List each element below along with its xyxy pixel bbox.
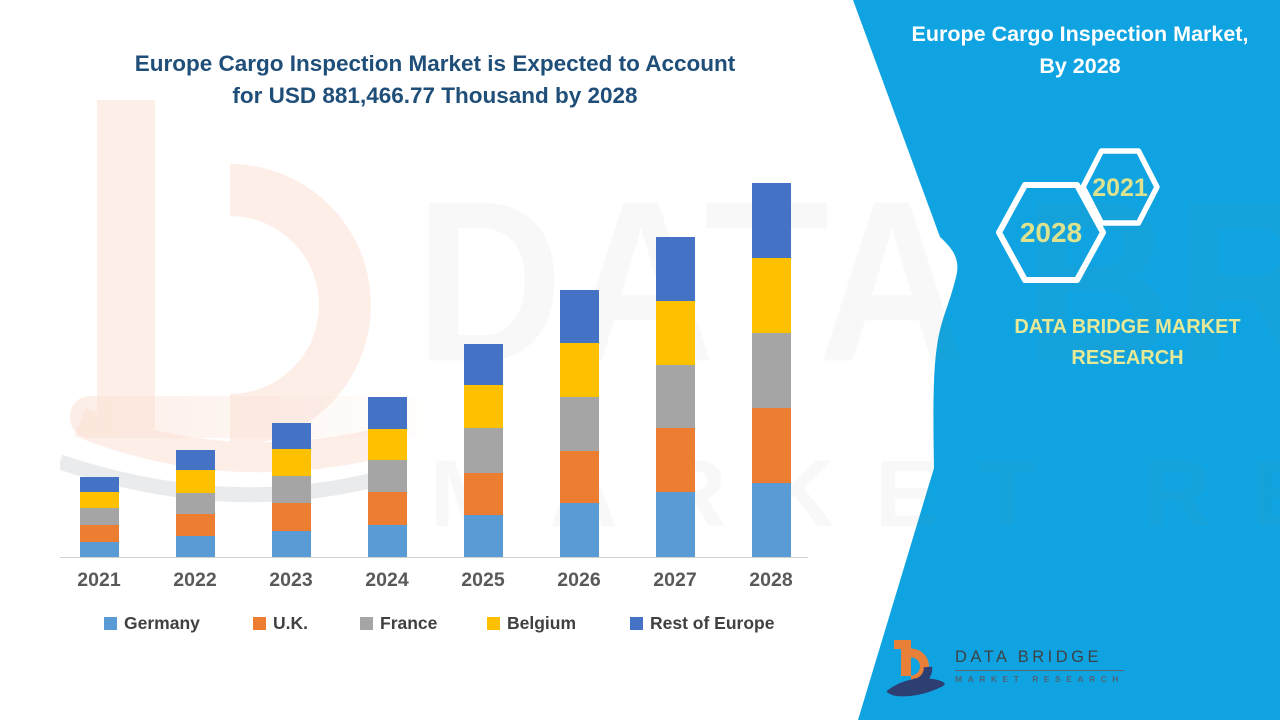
bar-segment-2023-belgium [271, 449, 311, 476]
bar-segment-2026-belgium [559, 343, 599, 397]
year-hexagons: 2021 2028 [996, 148, 1160, 283]
bar-segment-2026-france [559, 397, 599, 451]
x-axis-label-2027: 2027 [653, 569, 697, 591]
bar-segment-2021-germany [79, 542, 119, 557]
panel-brand-text: DATA BRIDGE MARKET RESEARCH [985, 312, 1270, 374]
bar-segment-2027-rest-of-europe [655, 237, 695, 302]
bar-segment-2022-u-k- [175, 514, 215, 536]
bar-segment-2021-u-k- [79, 525, 119, 542]
legend-swatch-icon [487, 617, 500, 630]
chart-title-line2: for USD 881,466.77 Thousand by 2028 [232, 83, 638, 108]
legend-item-germany: Germany [104, 613, 200, 634]
bar-segment-2027-germany [655, 492, 695, 557]
bar-segment-2023-france [271, 476, 311, 503]
bar-2026 [559, 290, 599, 557]
company-logo: DATA BRIDGE MARKET RESEARCH [886, 637, 1124, 705]
bar-2021 [79, 477, 119, 557]
bar-2027 [655, 237, 695, 557]
x-axis-labels: 2021 2022 2023 2024 2025 2026 2027 2028 [60, 569, 820, 595]
legend-label: U.K. [273, 613, 308, 633]
bar-2025 [463, 344, 503, 557]
panel-brand-line2: RESEARCH [1071, 347, 1184, 369]
bar-2023 [271, 422, 311, 557]
bar-segment-2028-belgium [751, 257, 791, 333]
company-logo-icon [886, 640, 945, 697]
bar-segment-2024-belgium [367, 429, 407, 460]
panel-title: Europe Cargo Inspection Market, By 2028 [885, 18, 1275, 82]
legend-swatch-icon [360, 617, 373, 630]
bar-segment-2028-france [751, 332, 791, 408]
bar-2022 [175, 450, 215, 557]
plot-area [60, 160, 820, 558]
legend-item-belgium: Belgium [487, 613, 576, 634]
legend-label: Rest of Europe [650, 613, 775, 633]
bar-segment-2028-rest-of-europe [751, 183, 791, 258]
legend-item-u-k-: U.K. [253, 613, 308, 634]
chart-title: Europe Cargo Inspection Market is Expect… [60, 48, 810, 112]
bar-segment-2023-rest-of-europe [271, 422, 311, 450]
panel-brand-line1: DATA BRIDGE MARKET [1014, 316, 1241, 338]
bar-segment-2023-germany [271, 531, 311, 557]
x-axis-line [60, 556, 808, 558]
bar-segment-2024-u-k- [367, 492, 407, 525]
company-logo-subtitle: MARKET RESEARCH [955, 674, 1124, 684]
x-axis-label-2026: 2026 [557, 569, 601, 591]
side-panel-shape [853, 0, 1280, 720]
bar-segment-2022-germany [175, 536, 215, 557]
bar-segment-2022-belgium [175, 470, 215, 493]
chart-title-line1: Europe Cargo Inspection Market is Expect… [134, 51, 736, 76]
bar-segment-2021-belgium [79, 492, 119, 508]
watermark-text-databridge: DATA BRIDGE [415, 153, 1280, 410]
company-logo-text: DATA BRIDGE MARKET RESEARCH [955, 648, 1124, 684]
hexagon-large-year: 2028 [1020, 217, 1082, 248]
legend-swatch-icon [630, 617, 643, 630]
chart-legend: Germany U.K. France Belgium Rest of Europe [0, 613, 830, 637]
x-axis-label-2025: 2025 [461, 569, 505, 591]
legend-label: Belgium [507, 613, 577, 633]
x-axis-label-2024: 2024 [365, 569, 409, 591]
legend-item-rest-of-europe: Rest of Europe [630, 613, 774, 634]
bar-2024 [367, 397, 407, 557]
bar-segment-2026-u-k- [559, 451, 599, 503]
x-axis-label-2021: 2021 [77, 569, 121, 591]
bar-segment-2027-france [655, 364, 695, 429]
bar-segment-2024-rest-of-europe [367, 397, 407, 429]
bar-segment-2026-rest-of-europe [559, 290, 599, 343]
x-axis-label-2023: 2023 [269, 569, 313, 591]
bar-segment-2025-france [463, 428, 503, 473]
bar-segment-2024-germany [367, 525, 407, 557]
legend-swatch-icon [253, 617, 266, 630]
bar-segment-2028-germany [751, 482, 791, 557]
legend-swatch-icon [104, 617, 117, 630]
panel-title-line2: By 2028 [1039, 54, 1121, 78]
panel-title-line1: Europe Cargo Inspection Market, [911, 22, 1249, 46]
bar-segment-2025-germany [463, 515, 503, 557]
bar-2028 [751, 183, 791, 557]
hexagon-small-year: 2021 [1092, 174, 1148, 202]
bar-segment-2025-belgium [463, 385, 503, 428]
bar-segment-2021-france [79, 508, 119, 525]
bar-segment-2025-rest-of-europe [463, 344, 503, 386]
bar-segment-2022-rest-of-europe [175, 450, 215, 470]
bar-segment-2024-france [367, 460, 407, 492]
bar-segment-2026-germany [559, 503, 599, 557]
hexagon-2028-icon [996, 182, 1106, 283]
bar-segment-2025-u-k- [463, 473, 503, 515]
bar-segment-2027-belgium [655, 301, 695, 365]
bar-segment-2023-u-k- [271, 503, 311, 531]
bar-segment-2021-rest-of-europe [79, 477, 119, 492]
hexagon-2021-icon [1080, 148, 1160, 226]
legend-label: France [380, 613, 438, 633]
bar-segment-2028-u-k- [751, 407, 791, 483]
bar-segment-2027-u-k- [655, 428, 695, 493]
x-axis-label-2022: 2022 [173, 569, 217, 591]
bar-segment-2022-france [175, 493, 215, 514]
x-axis-label-2028: 2028 [749, 569, 793, 591]
company-logo-name: DATA BRIDGE [955, 648, 1124, 671]
legend-item-france: France [360, 613, 437, 634]
legend-label: Germany [124, 613, 200, 633]
